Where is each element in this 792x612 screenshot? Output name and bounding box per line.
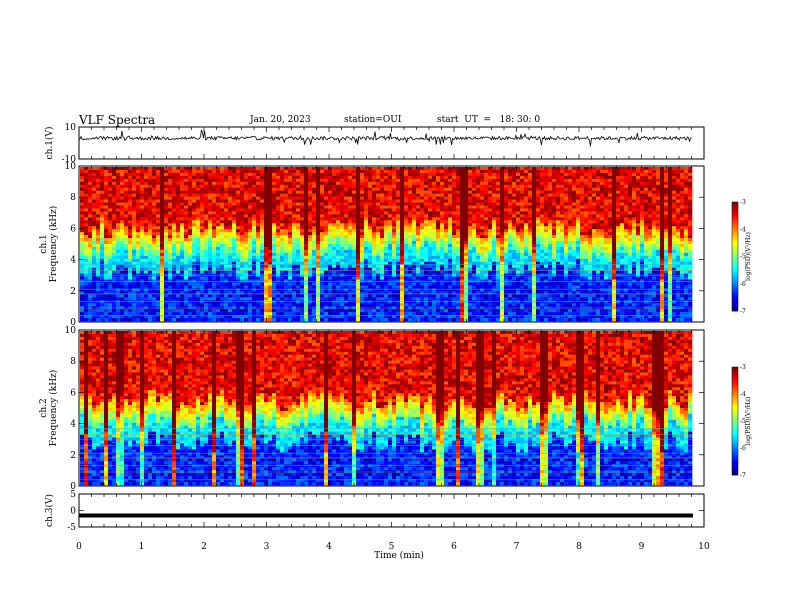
y-tick-label: 0 xyxy=(70,482,76,492)
start-time-label: start UT = 18: 30: 0 xyxy=(437,115,541,125)
y-axis-label: Frequency (kHz) xyxy=(48,370,59,447)
colorbar-label: log(PSD)(V²/Hz) xyxy=(745,397,752,446)
y-tick-label: 4 xyxy=(70,420,76,430)
colorbar xyxy=(732,202,738,312)
y-tick-label: 6 xyxy=(70,224,76,234)
x-tick-label: 2 xyxy=(201,542,207,552)
colorbar-tick-label: -4 xyxy=(740,391,746,398)
x-tick-label: 6 xyxy=(451,542,457,552)
ch1-spectrogram xyxy=(80,167,693,322)
y-tick-label: 5 xyxy=(70,490,76,500)
y-axis-label: ch.2 xyxy=(39,398,49,417)
y-tick-label: 6 xyxy=(70,388,76,398)
y-tick-label: -5 xyxy=(67,523,76,533)
x-tick-label: 10 xyxy=(698,542,710,552)
y-tick-label: 8 xyxy=(70,357,76,367)
x-tick-label: 1 xyxy=(139,542,145,552)
y-axis-label: ch.1 xyxy=(39,234,49,253)
ch2-spectrogram xyxy=(80,331,693,486)
y-axis-label: ch.3(V) xyxy=(44,494,55,527)
colorbar-tick-label: -6 xyxy=(740,281,746,288)
date-label: Jan. 20, 2023 xyxy=(250,115,311,125)
y-tick-label: 0 xyxy=(70,507,76,517)
x-tick-label: 9 xyxy=(639,542,645,552)
ch1-waveform xyxy=(78,129,692,147)
y-tick-label: -10 xyxy=(62,155,77,165)
y-tick-label: 10 xyxy=(65,123,77,133)
x-tick-label: 7 xyxy=(514,542,520,552)
colorbar-tick-label: -6 xyxy=(740,445,746,452)
station-label: station=OUI xyxy=(344,115,402,125)
y-tick-label: 8 xyxy=(70,193,76,203)
colorbar-tick-label: -5 xyxy=(740,254,746,261)
colorbar-tick-label: -7 xyxy=(740,308,746,315)
y-tick-label: 0 xyxy=(70,318,76,328)
x-axis-label: Time (min) xyxy=(374,550,424,561)
y-tick-label: 2 xyxy=(70,451,76,461)
figure-title: VLF Spectra xyxy=(79,113,156,127)
colorbar-tick-label: -3 xyxy=(740,199,746,206)
y-tick-label: 4 xyxy=(70,256,76,266)
x-tick-label: 8 xyxy=(576,542,582,552)
y-axis-label: Frequency (kHz) xyxy=(48,206,59,283)
x-tick-label: 4 xyxy=(326,542,332,552)
x-tick-label: 3 xyxy=(264,542,270,552)
y-tick-label: 10 xyxy=(65,162,77,172)
y-tick-label: 2 xyxy=(70,287,76,297)
colorbar-tick-label: -4 xyxy=(740,226,746,233)
x-tick-label: 0 xyxy=(76,542,82,552)
colorbar-tick-label: -3 xyxy=(740,364,746,371)
x-tick-label: 5 xyxy=(389,542,395,552)
colorbar xyxy=(732,367,738,476)
colorbar-tick-label: -5 xyxy=(740,418,746,425)
colorbar-label: log(PSD)(V²/Hz) xyxy=(745,232,752,281)
y-tick-label: 10 xyxy=(65,326,77,336)
colorbar-tick-label: -7 xyxy=(740,472,746,479)
y-axis-label: ch.1(V) xyxy=(44,127,55,160)
